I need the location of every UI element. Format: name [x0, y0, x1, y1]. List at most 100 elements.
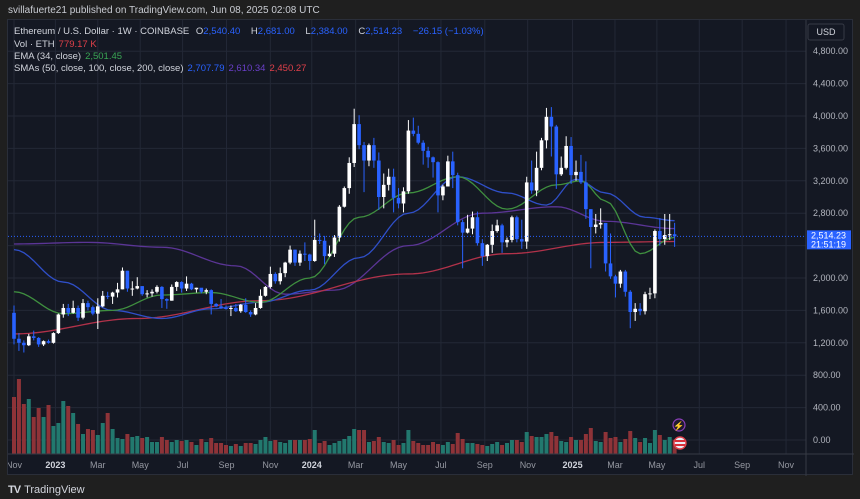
volume-bar	[174, 440, 179, 454]
candle-body	[268, 273, 273, 287]
candle-body	[628, 291, 633, 313]
candle-body	[569, 145, 573, 176]
candle-body	[253, 307, 258, 315]
volume-bar	[150, 442, 155, 454]
volume-bar	[51, 426, 56, 454]
candle-body	[56, 314, 61, 334]
candle-body	[332, 237, 337, 254]
volume-bar	[559, 441, 564, 454]
candle-body	[303, 253, 307, 255]
moving-averages	[13, 176, 675, 335]
volume-bar	[569, 437, 574, 454]
volume-bar	[406, 430, 411, 454]
candle-body	[165, 299, 169, 301]
candle-body	[145, 293, 149, 295]
x-tick-label: Nov	[262, 460, 279, 470]
volume-bar	[204, 442, 209, 454]
y-tick-label: 2,800.00	[813, 208, 848, 218]
candle-body	[593, 224, 598, 227]
candle-body	[608, 263, 613, 277]
chart-panel[interactable]: 0.00 400.00 800.00 1,200.00 1,600.00 2,000.00…	[7, 19, 854, 476]
volume-bar	[179, 441, 184, 454]
candle-body	[658, 231, 662, 240]
volume-bar	[505, 443, 509, 454]
symbol-title[interactable]: Ethereum / U.S. Dollar · 1W · COINBASE	[14, 26, 190, 37]
x-tick-label: May	[390, 460, 408, 470]
candle-body	[125, 270, 130, 289]
volume-bar	[219, 443, 224, 454]
candle-body	[534, 167, 539, 191]
candle-body	[396, 197, 401, 204]
candle-body	[179, 282, 184, 289]
volume-bar	[66, 406, 71, 454]
candle-body	[238, 304, 243, 312]
volume-bar	[41, 417, 46, 454]
legend-ema: EMA (34, close) 2,501.45	[14, 51, 123, 62]
volume-bar	[56, 423, 61, 454]
flag-stripe	[675, 444, 685, 446]
candle-body	[204, 290, 209, 292]
candle-body	[36, 337, 41, 345]
candle-body	[406, 130, 411, 192]
volume-bar	[105, 413, 110, 454]
volume-bar	[470, 443, 475, 454]
volume-bar	[460, 439, 465, 454]
ema-value: 2,501.45	[85, 51, 123, 62]
volume-bar	[554, 436, 559, 454]
candle-body	[618, 271, 623, 284]
candle-body	[589, 209, 593, 227]
candle-body	[441, 186, 445, 196]
candle-body	[529, 182, 534, 191]
volume-bar	[618, 442, 623, 454]
candle-body	[337, 206, 342, 238]
volume-bar	[85, 429, 90, 454]
volume-bar	[588, 428, 593, 454]
volume-bar	[421, 445, 426, 454]
candle-body	[86, 303, 90, 308]
volume-bar	[90, 430, 95, 454]
candle-body	[174, 282, 179, 287]
candle-body	[579, 171, 583, 183]
candle-body	[317, 239, 322, 241]
candle-body	[475, 217, 480, 244]
legend-sma: SMAs (50, close, 100, close, 200, close)…	[14, 63, 307, 74]
volume-bar	[347, 436, 352, 454]
volume-bar	[273, 440, 278, 454]
candle-body	[426, 150, 430, 158]
volume-bar	[435, 444, 440, 454]
volume-bar	[500, 445, 505, 454]
volume-bar	[529, 436, 534, 454]
candle-body	[194, 287, 199, 290]
candle-body	[278, 273, 283, 282]
volume-bar	[371, 441, 376, 454]
candle-body	[500, 225, 504, 243]
grid	[8, 20, 806, 454]
candle-body	[96, 306, 100, 314]
candle-body	[549, 116, 554, 127]
volume-bar	[194, 445, 199, 454]
candle-body	[293, 249, 297, 263]
sma200-value: 2,450.27	[269, 63, 307, 74]
volume-bar	[628, 431, 633, 454]
y-tick-label: 800.00	[813, 370, 841, 380]
candle-body	[367, 145, 371, 161]
volume-bar	[145, 437, 150, 454]
volume-bar	[386, 443, 391, 454]
candle-body	[554, 126, 559, 175]
candle-body	[470, 217, 475, 229]
candle-body	[199, 287, 204, 292]
x-tick-label: Sep	[218, 460, 234, 470]
volume-bar	[431, 442, 436, 454]
volume-bar	[268, 441, 273, 454]
volume-bar	[233, 444, 238, 454]
volume-bar	[130, 437, 135, 454]
volume-bar	[643, 438, 648, 454]
close-value: 2,514.23	[365, 26, 403, 37]
sma200-line	[13, 240, 675, 335]
volume-bar	[214, 443, 219, 454]
volume-bar	[135, 436, 140, 454]
candle-body	[362, 145, 366, 161]
volume-bar	[450, 444, 455, 454]
volume-bar	[36, 408, 41, 454]
price-chart[interactable]: 0.00 400.00 800.00 1,200.00 1,600.00 2,000.00…	[8, 20, 854, 476]
